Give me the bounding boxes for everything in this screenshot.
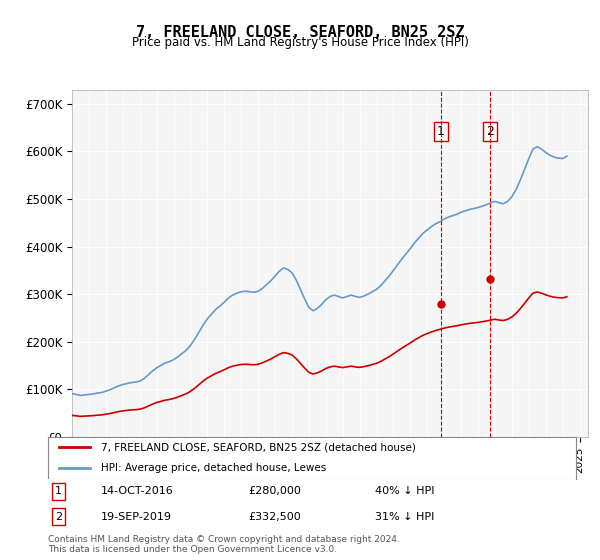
Text: 19-SEP-2019: 19-SEP-2019	[101, 512, 172, 521]
Text: 7, FREELAND CLOSE, SEAFORD, BN25 2SZ: 7, FREELAND CLOSE, SEAFORD, BN25 2SZ	[136, 25, 464, 40]
Text: 2: 2	[486, 125, 494, 138]
Text: 7, FREELAND CLOSE, SEAFORD, BN25 2SZ (detached house): 7, FREELAND CLOSE, SEAFORD, BN25 2SZ (de…	[101, 442, 416, 452]
Text: 1: 1	[437, 125, 445, 138]
Text: £280,000: £280,000	[248, 487, 302, 496]
Text: 2: 2	[55, 512, 62, 521]
Text: 31% ↓ HPI: 31% ↓ HPI	[376, 512, 435, 521]
Text: Price paid vs. HM Land Registry's House Price Index (HPI): Price paid vs. HM Land Registry's House …	[131, 36, 469, 49]
Text: Contains HM Land Registry data © Crown copyright and database right 2024.
This d: Contains HM Land Registry data © Crown c…	[48, 535, 400, 554]
Text: 40% ↓ HPI: 40% ↓ HPI	[376, 487, 435, 496]
Text: £332,500: £332,500	[248, 512, 301, 521]
Text: 14-OCT-2016: 14-OCT-2016	[101, 487, 173, 496]
Text: HPI: Average price, detached house, Lewes: HPI: Average price, detached house, Lewe…	[101, 463, 326, 473]
Text: 1: 1	[55, 487, 62, 496]
